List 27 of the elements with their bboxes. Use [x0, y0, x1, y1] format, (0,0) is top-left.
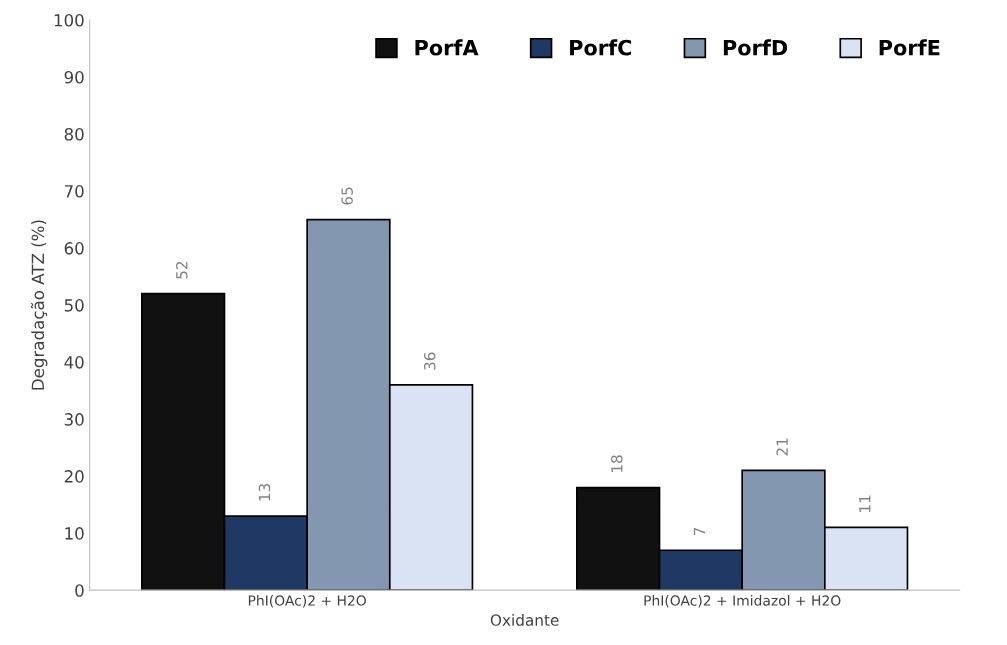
- data-label: 65: [341, 187, 353, 205]
- y-tick-label: 70: [64, 185, 84, 198]
- data-label: 7: [693, 527, 706, 536]
- legend-label: PorfD: [723, 39, 788, 56]
- legend-label: PorfE: [879, 39, 940, 56]
- legend-label: PorfC: [570, 39, 632, 56]
- legend-label: PorfA: [415, 39, 479, 56]
- y-tick-label: 30: [64, 413, 84, 426]
- x-tick-label: PhI(OAc)2 + H2O: [248, 595, 366, 608]
- y-tick-label: 20: [64, 470, 84, 483]
- y-tick-label: 0: [75, 584, 84, 597]
- y-tick-label: 80: [64, 127, 84, 141]
- y-tick-label: 60: [64, 242, 84, 255]
- x-tick-label: PhI(OAc)2 + Imidazol + H2O: [644, 595, 841, 608]
- y-tick-label: 40: [64, 356, 84, 369]
- y-tick-label: 90: [64, 70, 84, 84]
- data-label: 11: [859, 495, 871, 512]
- y-tick-label: 10: [65, 527, 84, 540]
- data-label: 21: [776, 438, 788, 456]
- y-tick-label: 100: [54, 13, 84, 27]
- y-axis-title: Degradação ATZ (%): [30, 220, 48, 390]
- x-axis-title: Oxidante: [490, 614, 559, 626]
- data-label: 36: [423, 352, 436, 370]
- y-tick-label: 50: [64, 299, 84, 312]
- data-label: 13: [258, 483, 271, 501]
- data-label: 52: [176, 261, 188, 279]
- data-label: 18: [611, 455, 623, 472]
